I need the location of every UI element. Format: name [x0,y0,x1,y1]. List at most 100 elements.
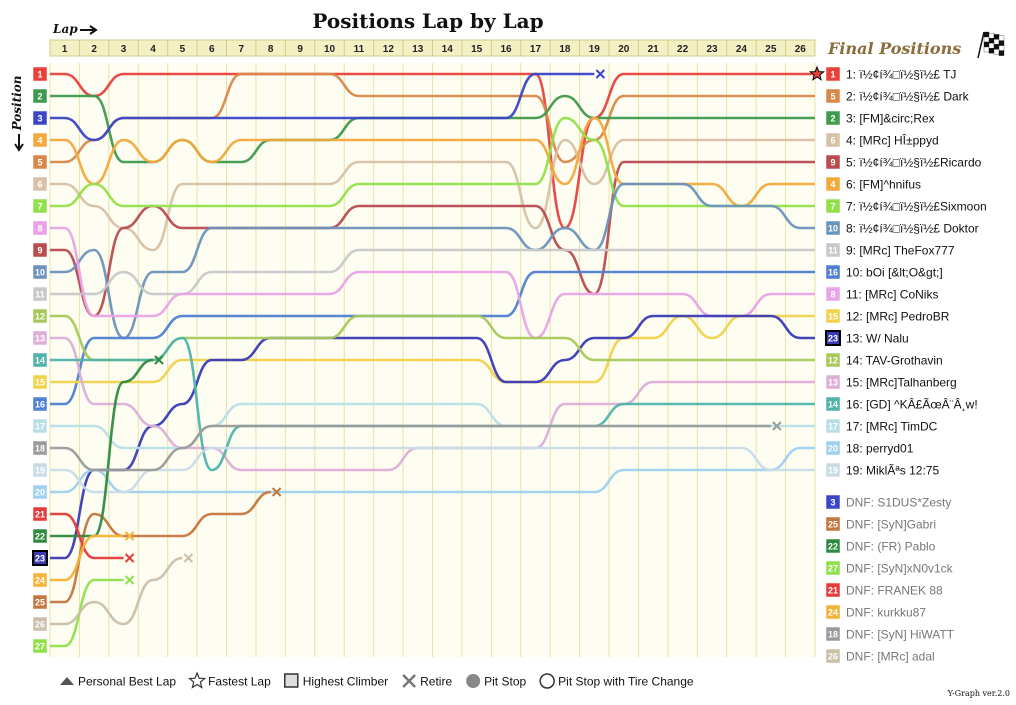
start-position-label: 25 [35,598,45,608]
start-position-label: 26 [35,620,45,630]
series-line [50,138,815,252]
legend-label: Retire [420,675,452,689]
final-position-box [825,418,841,434]
final-position-box [825,220,841,236]
start-position-label: 1 [37,70,42,80]
series-line [50,446,815,494]
start-position-label: 21 [35,510,45,520]
final-position-name: 12: [MRc] PedroBR [846,310,950,324]
start-position-label: 5 [37,158,42,168]
final-positions-panel: Final Positions 1 1: ï½¢í¾□ï½§ï½£ TJ 5 2: ï½… [825,31,1005,664]
series-line [50,424,771,472]
legend-label: Pit Stop [484,675,526,689]
dnf-box [825,604,841,620]
final-position-box [825,198,841,214]
x-tick-label: 20 [618,44,630,55]
final-position-box-label: 10 [828,224,838,234]
final-position-box-label: 12 [828,356,838,366]
start-position-label: 27 [35,642,45,652]
start-position-box [32,594,48,610]
start-position-label: 24 [35,576,45,586]
final-position-name: 4: [MRc] HÎ±ppyd [846,133,939,148]
flag-square [988,33,995,39]
axes: 1 2 3 4 5 6 7 8 9 10 11 12 13 14 15 16 17 18 19 20 21 22 23 24 2… [10,9,816,654]
cross-icon [402,674,417,688]
start-position-box [32,396,48,412]
final-position-name: 6: [FM]^hnifus [846,178,921,192]
dnf-box [825,560,841,576]
star-icon [187,671,207,689]
flag-square [998,50,1005,56]
x-tick-label: 17 [530,44,542,55]
final-position-box-label: 9 [830,158,835,168]
start-position-box [32,66,48,82]
start-position-label: 2 [37,92,42,102]
legend-label: Fastest Lap [208,675,271,689]
x-tick-label: 10 [324,44,336,55]
final-position-box-label: 6 [830,136,835,146]
retire-cross-icon [154,355,164,365]
start-position-label: 20 [35,488,45,498]
final-position-box [825,132,841,148]
x-tick-label: 15 [471,44,483,55]
chart-title: Positions Lap by Lap [312,9,543,33]
start-position-box [32,374,48,390]
final-position-box [825,66,841,82]
legend: Personal Best Lap Fastest Lap Highest Clim… [60,671,1010,698]
start-position-box [32,528,48,544]
start-position-label: 18 [35,444,45,454]
start-position-label: 4 [37,136,42,146]
dnf-box [825,538,841,554]
final-position-name: 18: perryd01 [846,442,914,456]
start-position-box [32,352,48,368]
start-position-label: 8 [37,224,42,234]
series-line [50,72,595,142]
dnf-box-label: 3 [830,498,835,508]
dnf-name: DNF: FRANEK 88 [846,584,943,598]
dnf-name: DNF: S1DUS*Zesty [846,496,951,510]
final-position-box [825,330,841,346]
x-tick-label: 9 [297,44,303,55]
start-position-box [32,132,48,148]
start-position-label: 23 [35,554,45,564]
dnf-box-label: 21 [828,586,838,596]
flag-square [983,41,990,48]
flag-square [993,44,1000,50]
y-axis-arrow-icon [14,134,24,152]
start-position-box [32,286,48,302]
start-position-label: 17 [35,422,45,432]
dnf-box [825,626,841,642]
x-tick-label: 18 [559,44,571,55]
dnf-box-label: 27 [828,564,838,574]
final-position-name: 9: [MRc] TheFox777 [846,244,955,258]
series-line [50,182,815,340]
final-position-box [825,242,841,258]
start-position-label: 13 [35,334,45,344]
flag-pole [977,31,985,59]
series-line [50,446,815,494]
dnf-name: DNF: [MRc] adal [846,650,935,664]
final-position-box [825,374,841,390]
x-axis-label: Lap [52,22,78,36]
markers [124,65,826,585]
x-tick-label: 13 [412,44,424,55]
dnf-box-label: 22 [828,542,838,552]
final-position-box-label: 16 [828,268,838,278]
final-positions-title: Final Positions [827,39,961,58]
start-position-label: 14 [35,356,45,366]
x-tick-label: 3 [121,44,127,55]
start-position-box [32,330,48,346]
series-line [50,490,271,604]
final-position-name: 17: [MRc] TimDC [846,420,938,434]
x-tick-label: 11 [354,44,365,55]
flag-square [993,49,1000,55]
x-tick-label: 14 [442,44,454,55]
start-position-label: 12 [35,312,45,322]
start-position-label: 9 [37,246,42,256]
retire-cross-icon [124,575,135,585]
flag-square [998,45,1005,51]
start-position-box [32,484,48,500]
final-position-box-label: 2 [830,114,835,124]
final-position-box-label: 11 [828,246,838,256]
